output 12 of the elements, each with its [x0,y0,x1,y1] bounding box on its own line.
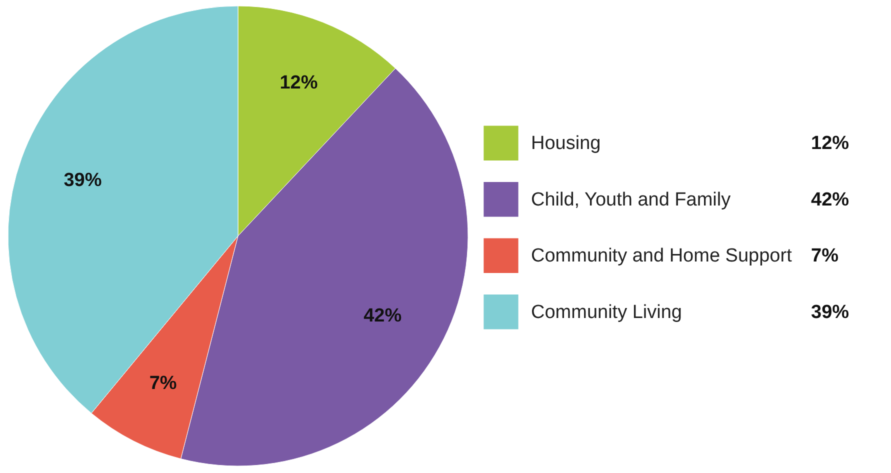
text: 39% [811,302,850,323]
text: 42% [811,189,850,210]
text: 7% [811,246,838,267]
legend-label: Community Living [531,302,682,323]
legend-label: Housing [531,133,601,154]
legend-label: Community and Home Support [531,246,793,267]
data-label: 12% [280,72,318,94]
data-label: 7% [149,373,177,394]
data-label: 39% [64,170,102,192]
data-label: 42% [364,305,402,326]
text: 12% [811,133,850,154]
legend-label: Child, Youth and Family [531,189,732,210]
